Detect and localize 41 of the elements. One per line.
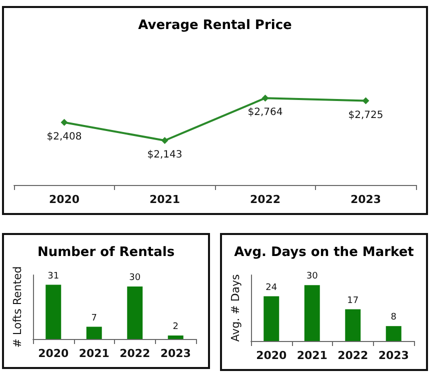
x-tick-label: 2023 [350,193,382,206]
data-label: $2,725 [348,110,384,121]
y-axis-title: Avg. # Days [229,274,242,342]
data-label: 24 [266,282,278,293]
point [262,94,269,102]
bar [345,309,361,341]
x-tick-label: 2022 [338,349,368,362]
point [161,136,168,144]
data-label: $2,764 [248,107,283,118]
bar [127,286,143,339]
data-label: $2,408 [46,131,82,142]
x-tick-label: 2020 [48,193,80,206]
x-tick-label: 2022 [250,193,281,206]
x-tick-label: 2020 [38,347,70,360]
chart-title: Number of Rentals [37,245,175,260]
x-tick-label: 2021 [296,349,328,362]
bar [264,296,280,341]
data-label: 30 [129,273,141,284]
bar [46,284,62,339]
data-label: 8 [390,312,397,323]
x-tick-label: 2021 [149,193,180,206]
chart-title: Avg. Days on the Market [234,245,414,260]
bar [86,326,102,339]
data-label: $2,143 [147,149,182,160]
bar [168,336,184,339]
data-label: 17 [347,296,359,306]
x-tick-label: 2023 [378,349,409,362]
data-label: 7 [91,313,97,324]
chart-title: Average Rental Price [138,18,292,33]
point [60,118,68,126]
data-label: 30 [306,272,318,282]
data-label: 31 [48,271,60,282]
bar [386,326,402,341]
bar [304,285,320,341]
y-axis-title: # Lofts Rented [11,266,24,348]
point [362,97,370,104]
data-label: 2 [172,322,178,332]
x-tick-label: 2021 [78,347,110,360]
x-tick-label: 2020 [256,349,288,362]
x-tick-label: 2023 [160,347,191,360]
x-tick-label: 2022 [120,347,150,360]
